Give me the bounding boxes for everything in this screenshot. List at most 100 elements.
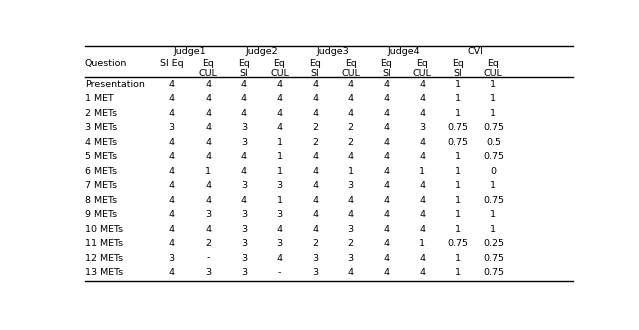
Text: 1: 1 (490, 94, 497, 103)
Text: 8 METs: 8 METs (85, 196, 117, 205)
Text: 4: 4 (312, 109, 318, 118)
Text: 4: 4 (419, 210, 425, 219)
Text: 4: 4 (419, 109, 425, 118)
Text: 1: 1 (348, 167, 354, 176)
Text: 4: 4 (348, 268, 354, 277)
Text: 4: 4 (241, 80, 247, 89)
Text: 4: 4 (383, 181, 389, 190)
Text: 1: 1 (455, 225, 461, 234)
Text: 4: 4 (383, 80, 389, 89)
Text: 0.75: 0.75 (447, 239, 468, 248)
Text: 3: 3 (241, 239, 247, 248)
Text: 4: 4 (312, 196, 318, 205)
Text: 4: 4 (169, 109, 174, 118)
Text: 0.75: 0.75 (483, 268, 504, 277)
Text: 3: 3 (241, 254, 247, 263)
Text: 0.75: 0.75 (483, 123, 504, 132)
Text: 3: 3 (205, 268, 212, 277)
Text: 3: 3 (241, 225, 247, 234)
Text: 4: 4 (348, 94, 354, 103)
Text: 4: 4 (419, 80, 425, 89)
Text: 0.75: 0.75 (483, 152, 504, 161)
Text: 3: 3 (348, 181, 354, 190)
Text: 4: 4 (419, 268, 425, 277)
Text: Judge3: Judge3 (316, 47, 350, 56)
Text: 4: 4 (205, 196, 211, 205)
Text: 1: 1 (455, 181, 461, 190)
Text: 12 METs: 12 METs (85, 254, 123, 263)
Text: 0.5: 0.5 (486, 138, 501, 147)
Text: 4: 4 (383, 94, 389, 103)
Text: 4: 4 (205, 109, 211, 118)
Text: 4: 4 (383, 210, 389, 219)
Text: Presentation: Presentation (85, 80, 144, 89)
Text: Judge2: Judge2 (245, 47, 278, 56)
Text: 1: 1 (455, 210, 461, 219)
Text: 3: 3 (241, 181, 247, 190)
Text: 4: 4 (312, 210, 318, 219)
Text: 4: 4 (277, 94, 282, 103)
Text: 3: 3 (312, 268, 318, 277)
Text: 2: 2 (312, 138, 318, 147)
Text: 3: 3 (169, 123, 175, 132)
Text: 4: 4 (383, 123, 389, 132)
Text: 1: 1 (490, 181, 497, 190)
Text: 0.75: 0.75 (447, 138, 468, 147)
Text: 4: 4 (348, 196, 354, 205)
Text: 4: 4 (169, 196, 174, 205)
Text: 4: 4 (205, 181, 211, 190)
Text: 4: 4 (169, 239, 174, 248)
Text: 2: 2 (348, 239, 354, 248)
Text: 4: 4 (277, 254, 282, 263)
Text: 3: 3 (241, 210, 247, 219)
Text: 4: 4 (312, 181, 318, 190)
Text: 4: 4 (348, 152, 354, 161)
Text: 3: 3 (277, 239, 282, 248)
Text: 1 MET: 1 MET (85, 94, 114, 103)
Text: Eq: Eq (238, 59, 250, 68)
Text: 1: 1 (455, 167, 461, 176)
Text: 4: 4 (241, 167, 247, 176)
Text: 4: 4 (312, 94, 318, 103)
Text: Judge4: Judge4 (388, 47, 420, 56)
Text: 4: 4 (169, 225, 174, 234)
Text: SI: SI (382, 69, 391, 78)
Text: 4: 4 (348, 80, 354, 89)
Text: 4: 4 (169, 268, 174, 277)
Text: 3: 3 (241, 268, 247, 277)
Text: 4: 4 (312, 225, 318, 234)
Text: 4: 4 (169, 181, 174, 190)
Text: 4: 4 (205, 123, 211, 132)
Text: 4: 4 (277, 109, 282, 118)
Text: Eq: Eq (452, 59, 464, 68)
Text: 4: 4 (169, 152, 174, 161)
Text: CUL: CUL (199, 69, 217, 78)
Text: 2: 2 (348, 123, 354, 132)
Text: 9 METs: 9 METs (85, 210, 117, 219)
Text: 10 METs: 10 METs (85, 225, 123, 234)
Text: 4: 4 (205, 152, 211, 161)
Text: 4: 4 (169, 210, 174, 219)
Text: 4: 4 (383, 109, 389, 118)
Text: Eq: Eq (202, 59, 214, 68)
Text: 1: 1 (419, 239, 425, 248)
Text: 4: 4 (169, 167, 174, 176)
Text: 4: 4 (205, 80, 211, 89)
Text: 4: 4 (419, 196, 425, 205)
Text: 4: 4 (169, 80, 174, 89)
Text: 4: 4 (419, 138, 425, 147)
Text: 4: 4 (241, 152, 247, 161)
Text: CUL: CUL (484, 69, 503, 78)
Text: 1: 1 (455, 196, 461, 205)
Text: Eq: Eq (309, 59, 321, 68)
Text: 11 METs: 11 METs (85, 239, 123, 248)
Text: CUL: CUL (341, 69, 360, 78)
Text: 1: 1 (490, 210, 497, 219)
Text: 1: 1 (455, 80, 461, 89)
Text: Question: Question (85, 59, 127, 68)
Text: 3: 3 (312, 254, 318, 263)
Text: 3: 3 (419, 123, 425, 132)
Text: SI: SI (240, 69, 248, 78)
Text: 4: 4 (241, 109, 247, 118)
Text: 1: 1 (455, 254, 461, 263)
